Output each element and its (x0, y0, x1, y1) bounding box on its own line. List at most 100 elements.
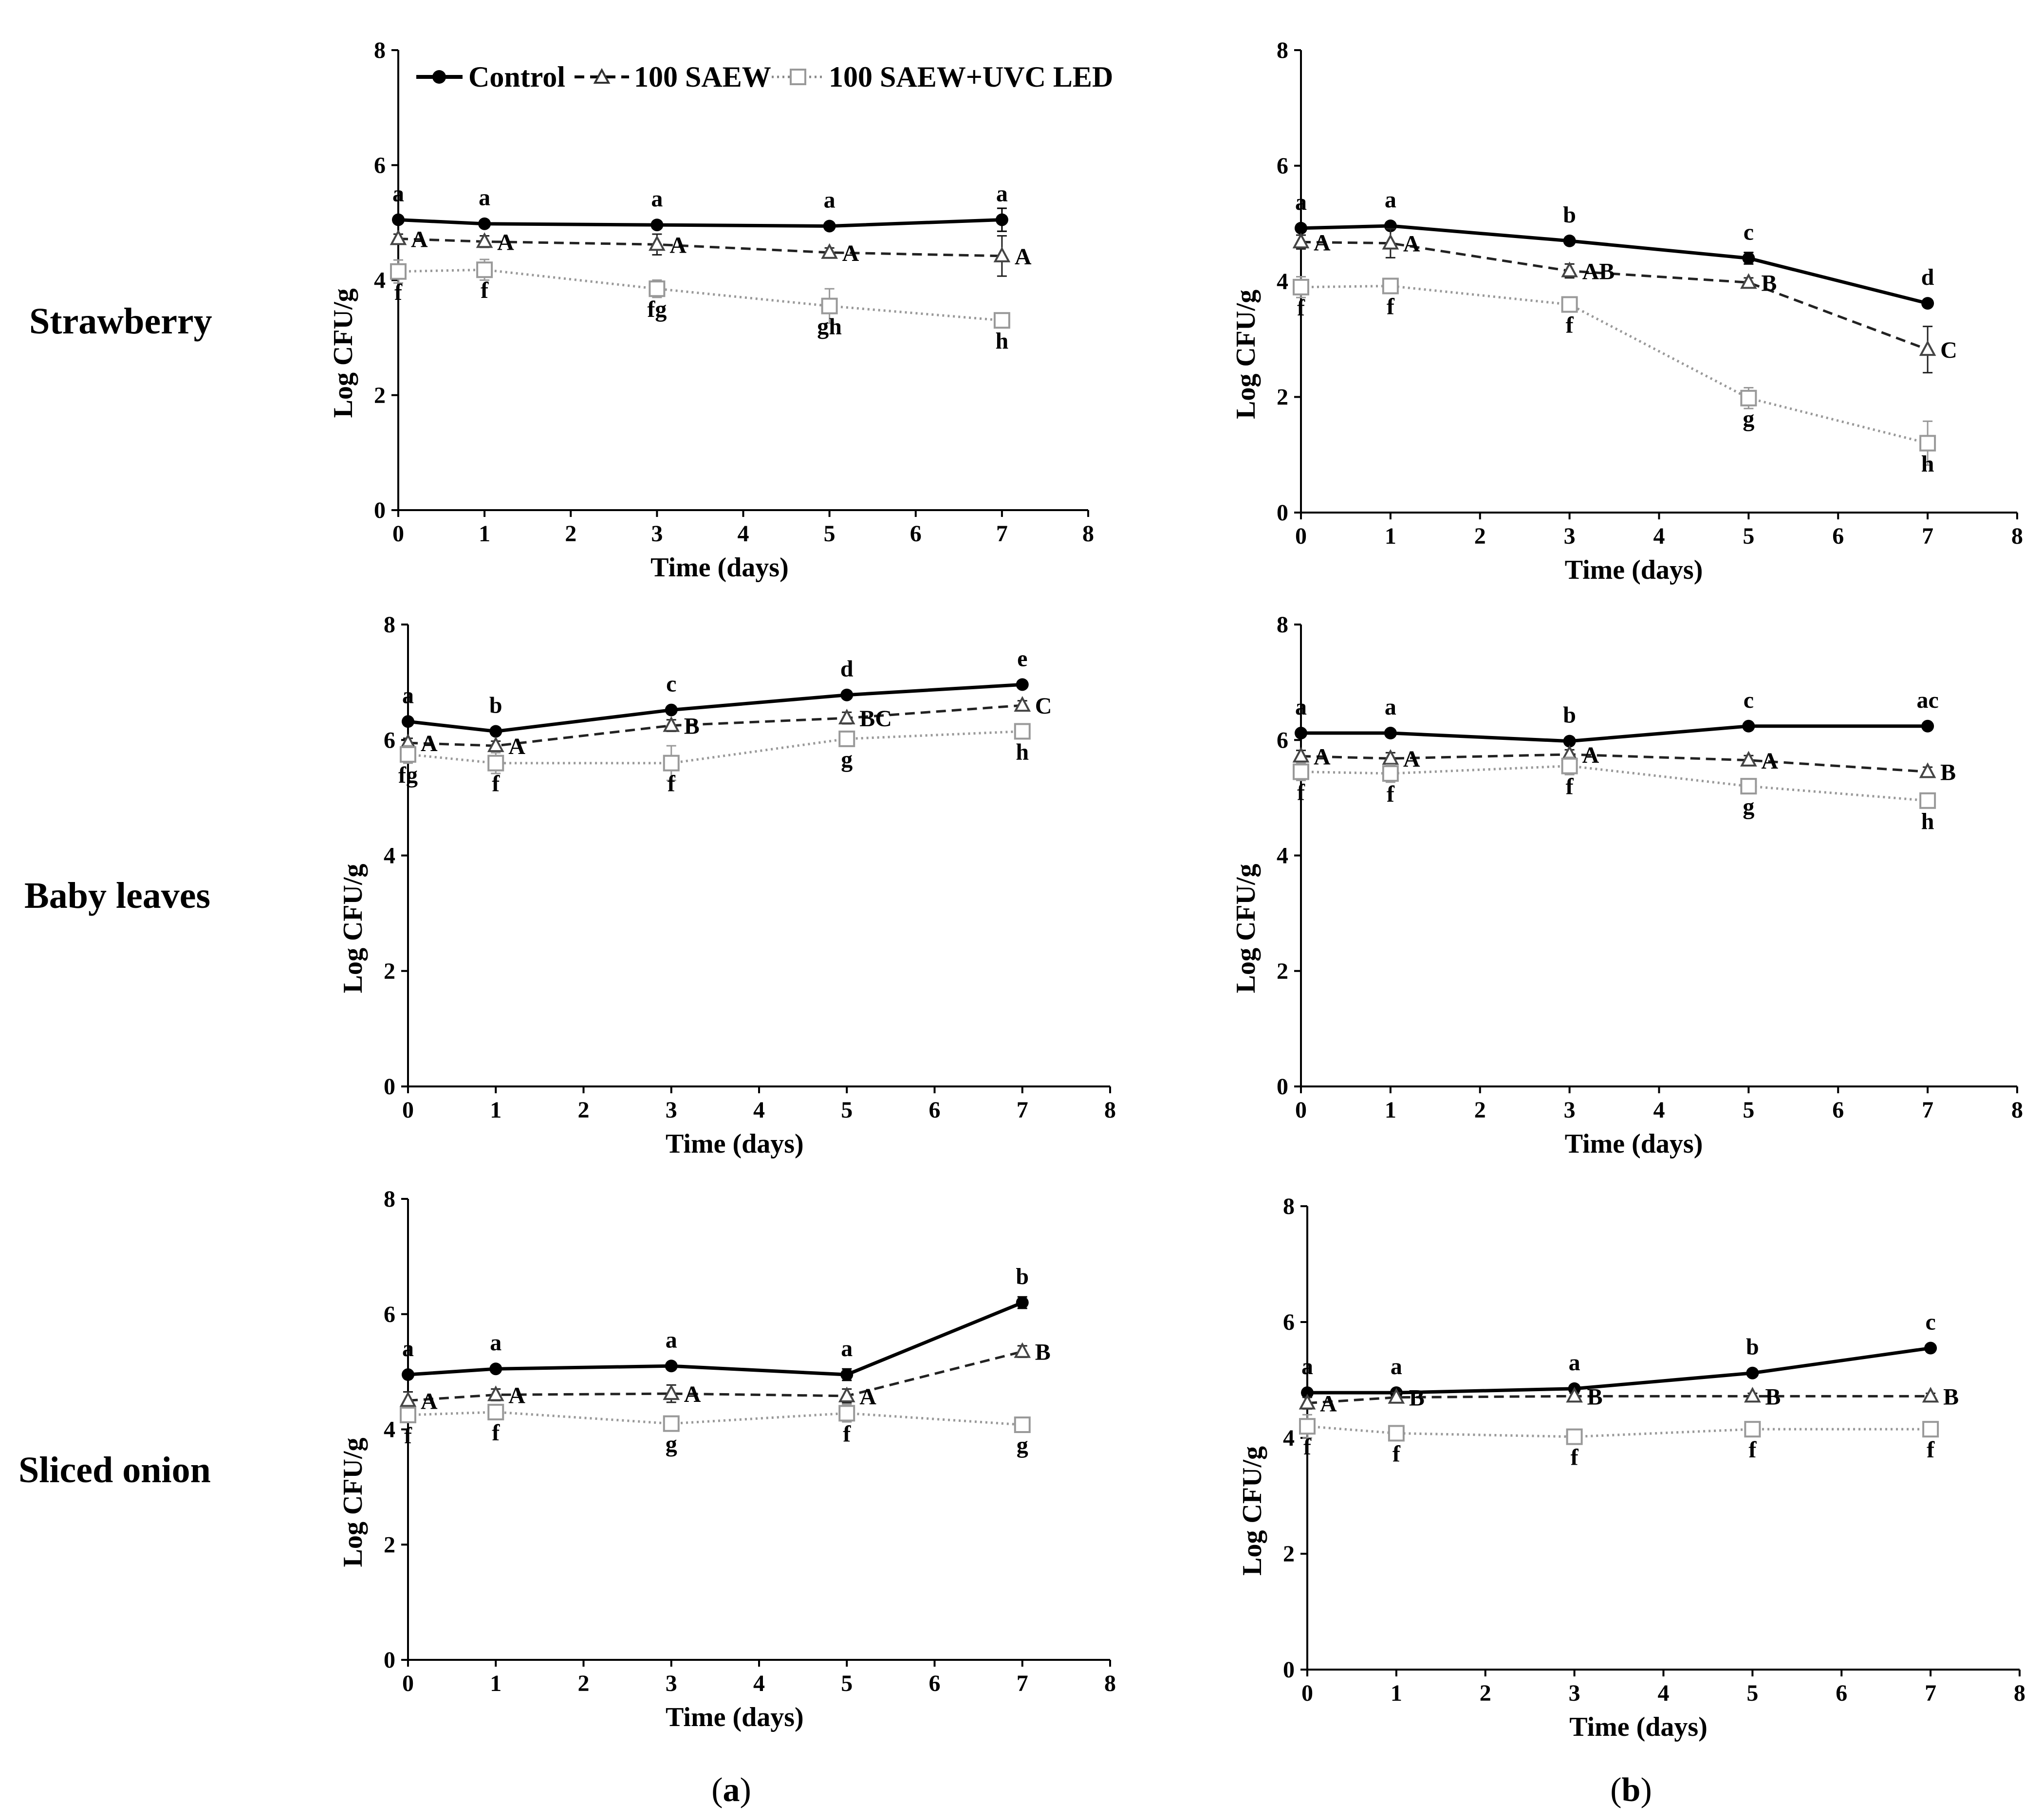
significance-label-control: a (1385, 187, 1396, 213)
significance-label-saew: A (421, 731, 438, 756)
x-tick-label: 5 (1743, 523, 1754, 549)
significance-label-uvc: g (1743, 406, 1754, 432)
significance-label-uvc: f (1387, 781, 1395, 807)
y-tick-label: 8 (1277, 37, 1288, 63)
y-tick-label: 0 (384, 1647, 395, 1673)
x-tick-label: 0 (1295, 1097, 1307, 1123)
significance-label-control: a (1391, 1354, 1402, 1379)
significance-label-saew: B (1035, 1340, 1051, 1365)
x-tick-label: 6 (1836, 1680, 1847, 1706)
data-point-control (650, 219, 664, 232)
significance-label-control: ac (1916, 687, 1938, 713)
x-tick-label: 3 (666, 1671, 677, 1696)
significance-label-uvc: h (1921, 451, 1934, 477)
data-point-uvc (1744, 1421, 1761, 1438)
data-point-control (489, 725, 502, 738)
x-tick-label: 5 (841, 1097, 853, 1123)
y-tick-label: 2 (384, 1532, 395, 1558)
legend-control-label: Control (468, 61, 565, 93)
data-point-control (995, 213, 1008, 226)
y-tick-label: 6 (1277, 727, 1288, 753)
y-axis-title: Log CFU/g (1237, 1446, 1267, 1576)
x-tick-label: 5 (841, 1671, 853, 1696)
panel-baby-leaves-a: 0 1 2 3 4 5 6 7 8 0 2 4 6 8 Time (days) Log CFU/g a b c d e A… (338, 612, 1116, 1159)
data-point-saew (1740, 273, 1757, 289)
x-tick-label: 8 (1104, 1671, 1116, 1696)
significance-label-uvc: f (1566, 774, 1574, 800)
series-line-saew (408, 704, 1022, 747)
significance-label-control: a (479, 185, 490, 211)
x-tick-label: 1 (1391, 1680, 1402, 1706)
x-tick-label: 8 (2011, 523, 2023, 549)
data-point-uvc (663, 754, 680, 772)
y-tick-label: 8 (374, 37, 386, 63)
x-tick-label: 1 (490, 1097, 501, 1123)
significance-label-uvc: h (1921, 809, 1934, 834)
column-label-b: (b) (1610, 1771, 1652, 1809)
data-point-control (1301, 1386, 1314, 1399)
x-tick-label: 0 (1301, 1680, 1313, 1706)
significance-label-control: b (1746, 1334, 1759, 1360)
significance-label-control: b (1563, 702, 1576, 728)
data-point-control (1746, 1366, 1759, 1379)
data-point-control (1563, 234, 1576, 247)
x-tick-label: 3 (666, 1097, 677, 1123)
data-point-uvc (1293, 763, 1309, 780)
significance-label-saew: A (859, 1384, 876, 1410)
data-point-uvc (1919, 435, 1936, 452)
data-point-uvc (390, 263, 407, 280)
significance-label-saew: B (1409, 1385, 1425, 1411)
data-point-saew (1292, 233, 1310, 249)
x-tick-label: 5 (1743, 1097, 1754, 1123)
data-point-control (823, 220, 836, 233)
significance-label-control: c (1744, 220, 1754, 245)
y-tick-label: 0 (1283, 1657, 1295, 1683)
significance-label-control: a (1385, 694, 1396, 720)
significance-label-saew: A (1403, 746, 1420, 772)
y-tick-label: 2 (1283, 1541, 1295, 1567)
x-tick-label: 2 (578, 1671, 590, 1696)
significance-label-uvc: fg (398, 762, 418, 788)
data-point-control (1921, 297, 1934, 310)
data-point-saew (1382, 749, 1399, 765)
significance-label-uvc: f (1387, 294, 1395, 320)
data-point-saew (838, 708, 855, 725)
x-tick-label: 2 (1474, 523, 1486, 549)
x-tick-label: 2 (578, 1097, 590, 1123)
panel-baby-leaves-b: 0 1 2 3 4 5 6 7 8 0 2 4 6 8 Time (days) Log CFU/g a a b c ac… (1231, 612, 2023, 1159)
data-point-uvc (1740, 778, 1757, 795)
significance-label-uvc: g (841, 747, 853, 772)
x-tick-label: 7 (1017, 1671, 1028, 1696)
x-tick-label: 3 (1564, 523, 1576, 549)
x-tick-label: 6 (1832, 1097, 1844, 1123)
legend-saew-marker (593, 68, 611, 84)
x-tick-label: 7 (1922, 523, 1933, 549)
significance-label-control: a (1569, 1350, 1580, 1376)
significance-label-control: d (840, 656, 854, 682)
data-point-saew (476, 232, 493, 248)
significance-label-uvc: gh (817, 314, 842, 340)
data-point-saew (1292, 747, 1310, 763)
data-point-saew (1382, 234, 1399, 250)
y-tick-label: 6 (384, 727, 395, 753)
y-tick-label: 8 (384, 1186, 395, 1212)
significance-label-control: b (1016, 1264, 1029, 1289)
data-point-uvc (476, 261, 493, 278)
x-tick-label: 0 (402, 1097, 414, 1123)
data-point-uvc (821, 297, 838, 314)
y-axis-title: Log CFU/g (338, 1438, 368, 1567)
data-point-uvc (838, 1405, 855, 1422)
data-point-control (1384, 727, 1397, 740)
data-point-control (665, 703, 678, 717)
y-tick-label: 0 (1277, 1074, 1288, 1100)
significance-label-control: c (1744, 687, 1754, 713)
data-point-saew (1922, 1387, 1939, 1403)
y-tick-label: 8 (384, 612, 395, 638)
significance-label-saew: B (1940, 759, 1956, 785)
data-point-saew (1919, 762, 1936, 778)
y-tick-label: 6 (1283, 1309, 1295, 1335)
x-tick-label: 4 (1658, 1680, 1670, 1706)
significance-label-control: a (402, 682, 414, 708)
y-tick-label: 4 (384, 843, 395, 869)
